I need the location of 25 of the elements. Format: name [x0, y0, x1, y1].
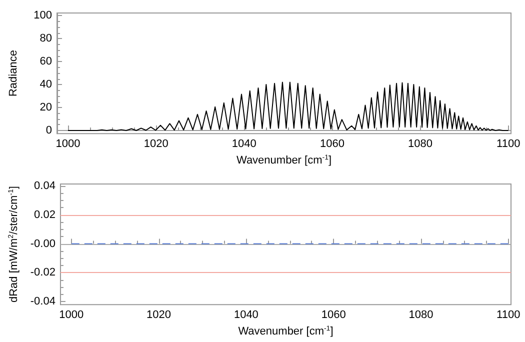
- y-tick-label: -0.04: [30, 296, 56, 308]
- y-tick-label: 20: [40, 102, 52, 114]
- y-tick-label: 60: [40, 56, 52, 68]
- x-tick-label: 1060: [321, 309, 346, 322]
- x-tick-label: 1060: [320, 138, 344, 150]
- y-tick-label: 0.02: [34, 208, 56, 221]
- y-tick-label: 100: [34, 10, 52, 22]
- y-tick-label: 80: [40, 32, 52, 45]
- x-tick-label: 1000: [59, 309, 84, 322]
- y-tick-label: 0: [46, 124, 52, 136]
- x-tick-label: 1100: [496, 138, 520, 150]
- y-tick-label: 0.04: [34, 180, 56, 192]
- x-tick-label: 1080: [408, 309, 434, 322]
- y-tick-label: 40: [40, 78, 52, 91]
- x-tick-label: 1100: [496, 309, 520, 322]
- line-series: [68, 82, 509, 131]
- x-tick-label: 1000: [56, 138, 80, 150]
- x-tick-label: 1040: [232, 138, 256, 150]
- y-tick-label: -0.02: [30, 266, 56, 279]
- x-tick-label: 1040: [234, 309, 258, 322]
- x-tick-label: 1080: [408, 138, 433, 150]
- y-tick-label: -0.00: [30, 238, 56, 250]
- x-tick-label: 1020: [144, 138, 168, 150]
- y-axis-title: Radiance: [8, 50, 20, 97]
- x-tick-label: 1020: [146, 309, 172, 322]
